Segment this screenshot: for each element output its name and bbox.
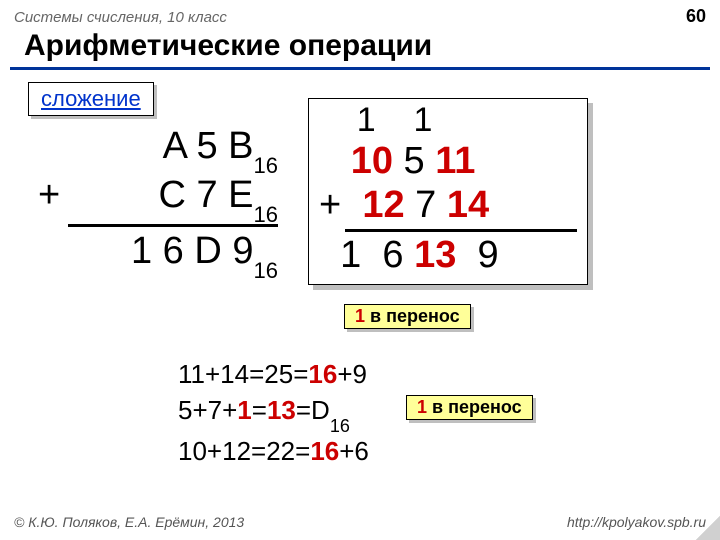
hex-addend-1: A 5 B16 (38, 124, 278, 173)
hex-sum: 1 6 D 916 (38, 229, 278, 278)
header-row: Системы счисления, 10 класс 60 (0, 0, 720, 27)
calc-row-1: 10 5 11 (319, 140, 577, 184)
explanation-block: 11+14=25=16+9 5+7+1=13=D16 10+12=22=16+6 (178, 356, 369, 469)
carry-note-1: 1 в перенос (344, 304, 471, 329)
hex-addend-2: +C 7 E16 (38, 173, 278, 222)
page-corner-fold (696, 516, 720, 540)
hex-addition-column: A 5 B16 +C 7 E16 1 6 D 916 (38, 124, 278, 278)
page-title: Арифметические операции (10, 27, 710, 70)
explain-line-3: 10+12=22=16+6 (178, 433, 369, 469)
calc-sum-row: 1 6 13 9 (319, 234, 577, 278)
decimal-calc-box: 1 1 10 5 11 + 12 7 14 1 6 13 9 (308, 98, 588, 285)
carry-row: 1 1 (319, 101, 577, 140)
footer-url: http://kpolyakov.spb.ru (567, 514, 706, 530)
course-label: Системы счисления, 10 класс (14, 9, 227, 26)
footer: © К.Ю. Поляков, Е.А. Ерёмин, 2013 http:/… (0, 514, 720, 530)
calc-rule (345, 229, 577, 232)
explain-line-2: 5+7+1=13=D16 (178, 392, 369, 432)
page-number: 60 (686, 6, 706, 27)
operation-label-box: сложение (28, 82, 154, 116)
explain-line-1: 11+14=25=16+9 (178, 356, 369, 392)
calc-row-2: + 12 7 14 (319, 184, 577, 228)
main-content: A 5 B16 +C 7 E16 1 6 D 916 1 1 10 5 11 +… (0, 124, 720, 285)
plus-sign: + (319, 184, 341, 228)
plus-sign: + (38, 173, 60, 219)
copyright: © К.Ю. Поляков, Е.А. Ерёмин, 2013 (14, 514, 244, 530)
hex-rule (68, 224, 278, 227)
operation-label: сложение (28, 82, 154, 116)
carry-note-2: 1 в перенос (406, 395, 533, 420)
